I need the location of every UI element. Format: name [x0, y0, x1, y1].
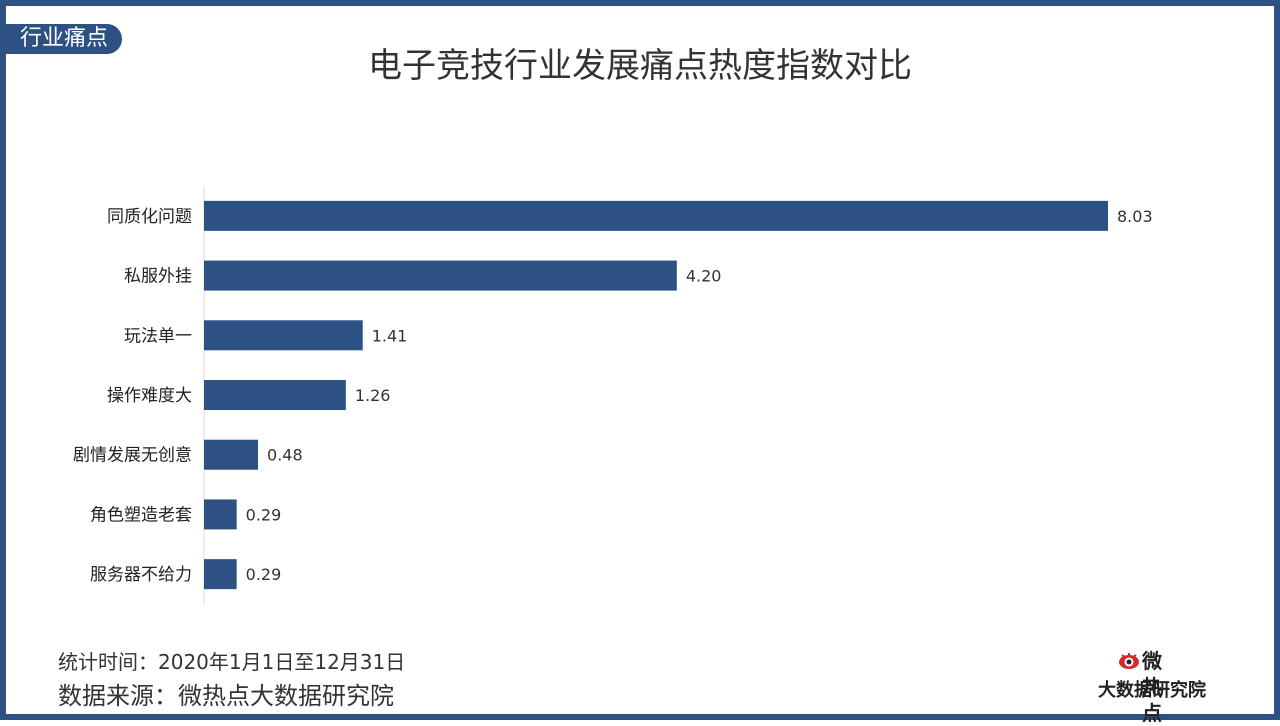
- category-label: 私服外挂: [124, 267, 192, 287]
- category-label: 角色塑造老套: [90, 505, 192, 525]
- value-label: 0.48: [267, 446, 303, 465]
- logo: 微热点 大数据研究院: [1098, 648, 1238, 725]
- footer-time: 统计时间：2020年1月1日至12月31日: [58, 650, 406, 674]
- value-label: 1.26: [355, 386, 391, 405]
- bar: [204, 260, 677, 291]
- category-label: 同质化问题: [107, 207, 192, 227]
- footer-source: 数据来源：微热点大数据研究院: [58, 682, 394, 710]
- category-label: 操作难度大: [107, 386, 192, 406]
- value-label: 0.29: [246, 565, 282, 584]
- bar: [204, 559, 237, 590]
- value-label: 1.41: [372, 326, 408, 345]
- bar: [204, 439, 259, 470]
- value-label: 8.03: [1117, 207, 1153, 226]
- value-label: 4.20: [686, 267, 722, 286]
- eye-logo-icon: [1119, 653, 1139, 669]
- section-tag: 行业痛点: [6, 24, 123, 54]
- category-label: 剧情发展无创意: [73, 446, 192, 466]
- category-label: 玩法单一: [124, 326, 192, 346]
- bar: [204, 499, 237, 530]
- value-label: 0.29: [246, 505, 282, 524]
- bar: [204, 380, 346, 410]
- logo-subtitle: 大数据研究院: [1098, 680, 1206, 701]
- bar: [204, 320, 363, 351]
- bar: [204, 200, 1108, 231]
- logo-name: 微热点: [1142, 649, 1162, 725]
- category-label: 服务器不给力: [90, 565, 192, 585]
- chart-title: 电子竞技行业发展痛点热度指数对比: [368, 46, 912, 86]
